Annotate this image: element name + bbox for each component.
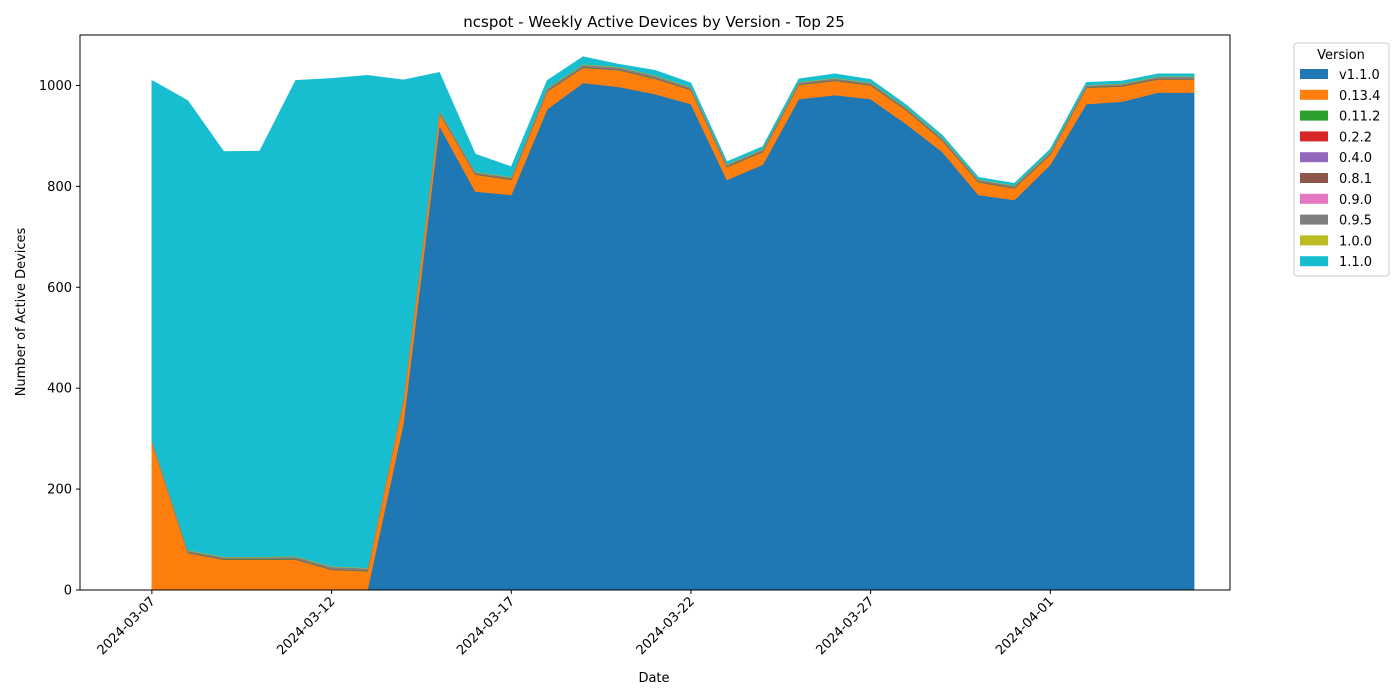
legend-swatch — [1300, 110, 1328, 121]
legend-swatch — [1300, 256, 1328, 267]
legend-title: Version — [1317, 48, 1365, 63]
y-tick-label: 1000 — [39, 79, 72, 94]
y-tick-label: 0 — [64, 584, 72, 599]
y-tick-label: 800 — [47, 180, 72, 195]
legend-swatch — [1300, 89, 1328, 100]
legend: Version v1.1.0 0.13.4 0.11.2 0.2.2 0.4.0 0.8.… — [1293, 42, 1390, 277]
y-axis-label: Number of Active Devices — [14, 227, 29, 396]
y-tick-label: 600 — [47, 281, 72, 296]
x-tick-label: 2024-03-07 — [95, 594, 159, 658]
y-tick-label: 200 — [47, 483, 72, 498]
series-area-1.1.0 — [151, 56, 1195, 569]
legend-label: 0.8.1 — [1339, 172, 1372, 187]
x-axis: 2024-03-07 2024-03-12 2024-03-17 2024-03-22… — [95, 590, 1057, 658]
plot-frame — [79, 34, 1231, 591]
legend-swatch — [1300, 152, 1328, 163]
legend-label: 0.11.2 — [1339, 110, 1380, 125]
legend-swatch — [1300, 173, 1328, 183]
legend-label: 0.2.2 — [1339, 130, 1372, 145]
legend-swatch — [1300, 193, 1328, 204]
legend-label: 1.0.0 — [1339, 234, 1372, 249]
legend-swatch — [1300, 214, 1328, 225]
x-tick-label: 2024-03-22 — [634, 594, 698, 658]
legend-label: 1.1.0 — [1339, 255, 1372, 270]
x-tick-label: 2024-03-12 — [274, 594, 338, 658]
legend-swatch — [1300, 69, 1328, 79]
legend-swatch — [1300, 235, 1328, 246]
legend-swatch — [1300, 131, 1328, 142]
y-axis: 0 200 400 600 800 1000 — [39, 79, 80, 599]
legend-label: 0.13.4 — [1339, 89, 1380, 104]
chart-areas — [151, 56, 1195, 591]
legend-label: v1.1.0 — [1339, 68, 1380, 83]
x-tick-label: 2024-03-27 — [813, 594, 877, 658]
legend-label: 0.4.0 — [1339, 151, 1372, 166]
x-axis-label: Date — [638, 671, 669, 686]
y-tick-label: 400 — [47, 382, 72, 397]
chart-title: ncspot - Weekly Active Devices by Versio… — [463, 13, 845, 31]
legend-label: 0.9.5 — [1339, 214, 1372, 229]
legend-label: 0.9.0 — [1339, 193, 1372, 208]
x-tick-label: 2024-04-01 — [993, 594, 1057, 658]
x-tick-label: 2024-03-17 — [454, 594, 518, 658]
